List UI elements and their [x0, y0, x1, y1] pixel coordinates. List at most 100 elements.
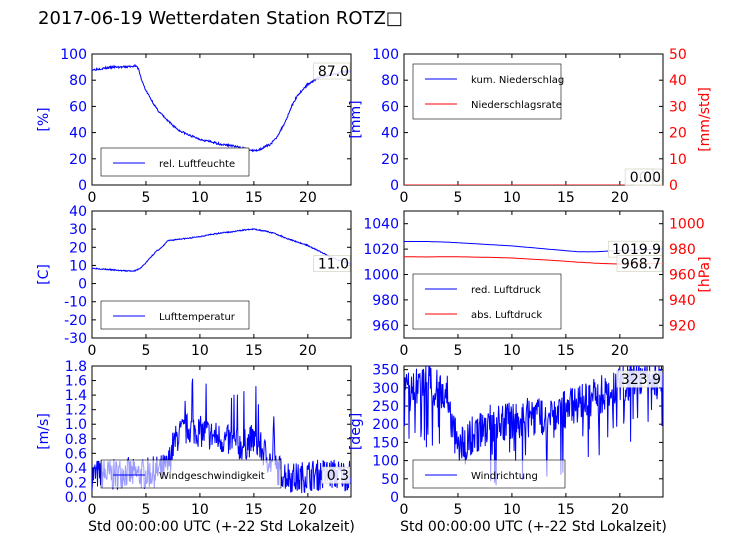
x-tick-label: 20 [299, 190, 317, 206]
x-tick-label: 15 [245, 502, 263, 518]
x-tick-label: 5 [453, 502, 462, 518]
x-tick-label: 15 [557, 190, 575, 206]
y-tick-label: 350 [372, 363, 399, 379]
last-value-label: 0.3 [327, 468, 349, 484]
y-tick-label: 20 [69, 152, 87, 168]
chart-title: 2017-06-19 Wetterdaten Station ROTZ□ [38, 8, 403, 29]
legend-entry: kum. Niederschlag [471, 75, 564, 86]
y-tick-label: 100 [372, 454, 399, 470]
y-tick-label: 10 [69, 258, 87, 274]
y-tick-label: 0.4 [65, 461, 87, 477]
y-tick-label: -20 [64, 313, 87, 329]
x-tick-label: 0 [88, 190, 97, 206]
y-tick-label: 80 [381, 73, 399, 89]
y-tick-label: 20 [69, 240, 87, 256]
y-right-tick-label: 960 [669, 268, 696, 284]
y-axis-label: [%] [36, 107, 52, 131]
x-tick-label: 20 [611, 190, 629, 206]
x-tick-label: 5 [453, 190, 462, 206]
y-tick-label: 0 [390, 178, 399, 194]
legend-entry: Niederschlagsrate [471, 100, 562, 111]
x-tick-label: 15 [557, 502, 575, 518]
x-tick-label: 5 [453, 343, 462, 359]
y-tick-label: 1000 [363, 268, 399, 284]
y-right-tick-label: 1000 [669, 217, 705, 233]
y-tick-label: 980 [372, 293, 399, 309]
y-tick-label: 40 [381, 126, 399, 142]
y-tick-label: -10 [64, 295, 87, 311]
last-value-label: 323.9 [621, 372, 661, 388]
x-tick-label: 5 [141, 190, 150, 206]
y-axis-label: [m/s] [36, 413, 52, 450]
y-tick-label: 200 [372, 417, 399, 433]
y-tick-label: 50 [381, 472, 399, 488]
humidity-legend [100, 147, 250, 177]
legend-entry: abs. Luftdruck [471, 310, 542, 321]
windspeed-legend [100, 459, 282, 489]
temperature-panel: 0 5 10 15 20 -30 -20 -10 0 10 20 30 40 [C] 11.0 Lufttem… [36, 204, 352, 359]
last-value-label: 1019.9 [612, 242, 661, 258]
x-tick-label: 20 [611, 343, 629, 359]
y-tick-label: 150 [372, 435, 399, 451]
y-right-tick-label: 30 [669, 99, 687, 115]
last-value-label: 11.0 [318, 257, 349, 273]
x-tick-label: 20 [299, 343, 317, 359]
legend-entry: Lufttemperatur [159, 312, 236, 323]
temperature-legend [100, 300, 250, 330]
x-tick-label: 20 [299, 502, 317, 518]
y-tick-label: 40 [69, 204, 87, 220]
last-value-box [616, 370, 663, 388]
y-right-tick-label: 50 [669, 47, 687, 63]
y-tick-label: 1.8 [65, 359, 87, 375]
x-tick-label: 15 [245, 343, 263, 359]
last-value-box [313, 62, 351, 80]
y-tick-label: 60 [381, 99, 399, 115]
x-tick-label: 0 [88, 343, 97, 359]
y-tick-label: 1040 [363, 217, 399, 233]
y-tick-label: 0.6 [65, 446, 87, 462]
y-tick-label: 1.2 [65, 403, 87, 419]
legend-entry: Windgeschwindigkeit [159, 471, 265, 482]
x-tick-label: 0 [400, 502, 409, 518]
y-tick-label: 40 [69, 126, 87, 142]
humidity-panel: 0 5 10 15 20 0 20 40 60 80 100 [%] 87.0 rel. Luftfeuc… [36, 47, 352, 206]
winddir-legend [412, 459, 566, 489]
x-tick-label: 5 [141, 343, 150, 359]
y-right-tick-label: 940 [669, 293, 696, 309]
y-tick-label: 0.0 [65, 490, 87, 506]
y-tick-label: 1.4 [65, 388, 87, 404]
legend-entry: Windrichtung [471, 471, 538, 482]
y-right-tick-label: 920 [669, 318, 696, 334]
y-tick-label: 300 [372, 381, 399, 397]
precip-panel: 0 5 10 15 20 0 20 40 60 80 100 0 10 20 30 40 50 [mm] [mm/s… [348, 47, 713, 206]
windspeed-frame [91, 365, 352, 498]
y-tick-label: 0 [78, 178, 87, 194]
y-tick-label: 80 [69, 73, 87, 89]
x-tick-label: 10 [503, 190, 521, 206]
y-tick-label: 20 [381, 152, 399, 168]
y-tick-label: 30 [69, 222, 87, 238]
last-value-box [616, 255, 663, 272]
last-value-label: 0.0 [630, 170, 652, 186]
y-tick-label: 1.0 [65, 417, 87, 433]
y-right-tick-label: 0 [669, 178, 678, 194]
y-right-tick-label: 40 [669, 73, 687, 89]
y-tick-label: 100 [372, 47, 399, 63]
y-axis-label: [deg] [348, 413, 364, 450]
y-right-tick-label: 980 [669, 242, 696, 258]
last-value-box [321, 466, 351, 484]
y-tick-label: 250 [372, 399, 399, 415]
y-right-tick-label: 10 [669, 152, 687, 168]
temperature-series-line [92, 227, 351, 272]
y-tick-label: 100 [60, 47, 87, 63]
legend-entry: red. Luftdruck [471, 285, 541, 296]
precip-legend [412, 63, 562, 120]
x-tick-label: 5 [141, 502, 150, 518]
y-tick-label: 0 [78, 277, 87, 293]
humidity-frame [91, 53, 352, 186]
last-value-box [313, 255, 351, 273]
y-tick-label: 1020 [363, 242, 399, 258]
x-axis-label: Std 00:00:00 UTC (+-22 Std Lokalzeit) [88, 519, 355, 535]
